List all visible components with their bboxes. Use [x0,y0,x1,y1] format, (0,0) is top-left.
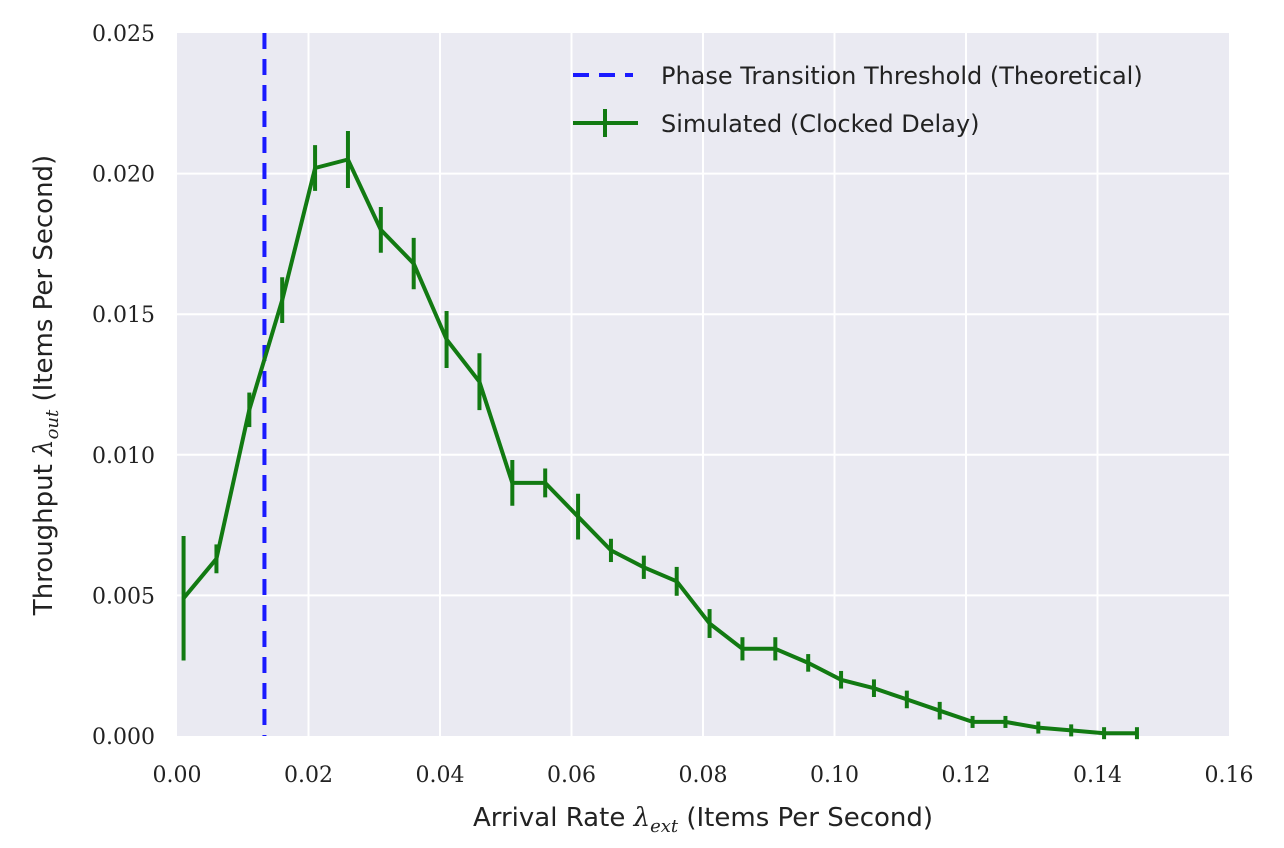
x-tick-label: 0.10 [810,763,859,788]
x-tick-label: 0.00 [153,763,202,788]
x-tick-label: 0.04 [416,763,465,788]
legend-simulated-label: Simulated (Clocked Delay) [661,110,979,138]
legend: Phase Transition Threshold (Theoretical)… [573,62,1143,138]
y-tick-label: 0.025 [92,22,155,47]
y-tick-labels: 0.000 0.005 0.010 0.015 0.020 0.025 [92,22,155,750]
x-tick-label: 0.02 [284,763,333,788]
x-tick-labels: 0.00 0.02 0.04 0.06 0.08 0.10 0.12 0.14 0.16 [153,763,1254,788]
x-tick-label: 0.08 [679,763,728,788]
x-tick-label: 0.14 [1073,763,1122,788]
legend-threshold-label: Phase Transition Threshold (Theoretical) [661,62,1143,90]
y-tick-label: 0.015 [92,303,155,328]
x-tick-label: 0.16 [1205,763,1254,788]
series-simulated [181,131,1139,740]
y-tick-label: 0.000 [92,725,155,750]
y-tick-label: 0.010 [92,444,155,469]
x-tick-label: 0.12 [942,763,991,788]
y-tick-label: 0.020 [92,163,155,188]
x-axis-label: Arrival Rate λext (Items Per Second) [473,803,933,837]
x-tick-label: 0.06 [547,763,596,788]
y-tick-label: 0.005 [92,584,155,609]
y-axis-label: Throughput λout (Items Per Second) [29,155,63,616]
grid-lines [177,33,1229,736]
series-line [182,157,1137,736]
